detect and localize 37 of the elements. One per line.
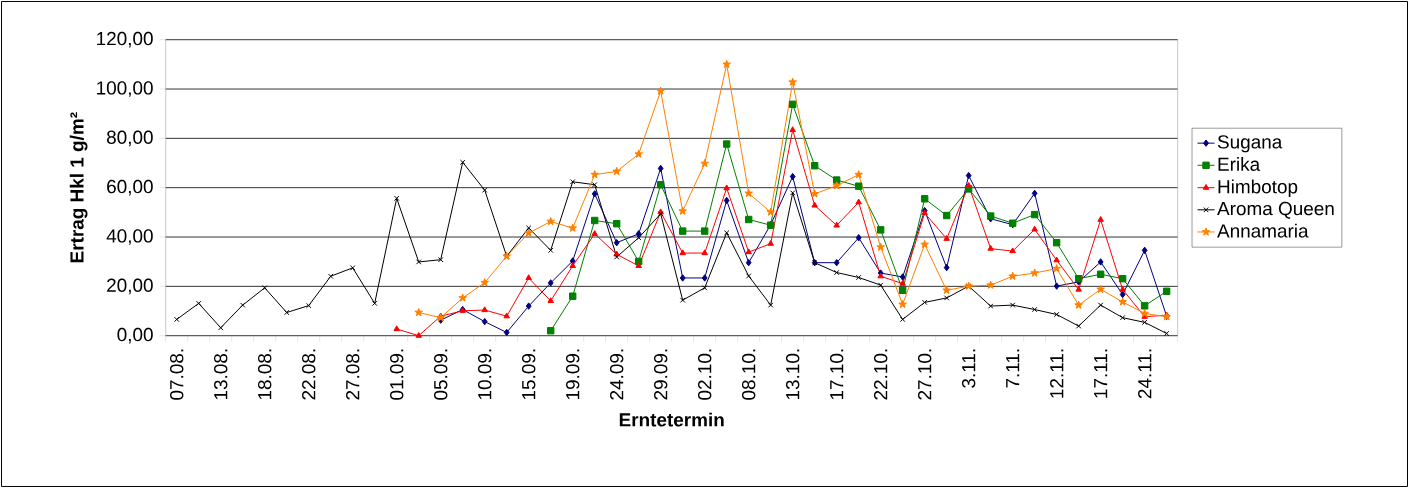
x-tick-label: 24.09.: [609, 349, 624, 400]
x-tick-label: 10.09.: [477, 349, 492, 400]
x-axis-title: Erntetermin: [619, 412, 724, 427]
x-tick-label: 13.10.: [785, 349, 800, 400]
x-tick-label: 22.10.: [873, 349, 888, 400]
x-tick-label: 12.11.: [1050, 349, 1064, 398]
x-tick-label: 7.11.: [1006, 349, 1020, 388]
x-tick-label: 13.08.: [214, 349, 228, 400]
y-tick-label: 40,00: [106, 229, 153, 245]
y-tick-label: 20,00: [107, 278, 153, 295]
x-tick-label: 17.10.: [829, 349, 844, 400]
x-tick-label: 07.08.: [170, 349, 184, 400]
x-tick-label: 3.11.: [961, 349, 976, 388]
legend-label: Aroma Queen: [1217, 201, 1334, 219]
x-tick-label: 08.10.: [741, 349, 756, 400]
x-tick-label: 29.09.: [653, 349, 668, 400]
legend-label: Sugana: [1217, 135, 1283, 153]
x-tick-label: 02.10.: [697, 349, 712, 400]
x-tick-label: 24.11.: [1138, 349, 1152, 399]
x-tick-label: 27.08.: [346, 349, 360, 400]
x-tick-label: 22.08.: [302, 349, 316, 400]
y-tick-label: 0,00: [117, 327, 153, 344]
x-tick-label: 05.09.: [434, 349, 448, 400]
y-tick-label: 80,00: [107, 130, 153, 147]
y-tick-label: 120,00: [97, 31, 153, 48]
y-axis-title: Ertrag Hkl 1 g/m²: [69, 112, 88, 263]
x-tick-label: 18.08.: [258, 349, 272, 400]
y-tick-label: 100,00: [97, 81, 153, 97]
legend-label: Himbotop: [1218, 179, 1298, 198]
x-tick-label: 19.09.: [565, 349, 580, 400]
x-tick-label: 17.11.: [1094, 349, 1108, 398]
y-tick-label: 60,00: [107, 179, 153, 196]
legend-label: Erika: [1218, 157, 1261, 171]
x-tick-label: 15.09.: [521, 349, 536, 400]
x-tick-label: 27.10.: [917, 349, 932, 400]
x-tick-label: 01.09.: [390, 349, 404, 400]
legend-label: Annamaria: [1217, 223, 1309, 238]
